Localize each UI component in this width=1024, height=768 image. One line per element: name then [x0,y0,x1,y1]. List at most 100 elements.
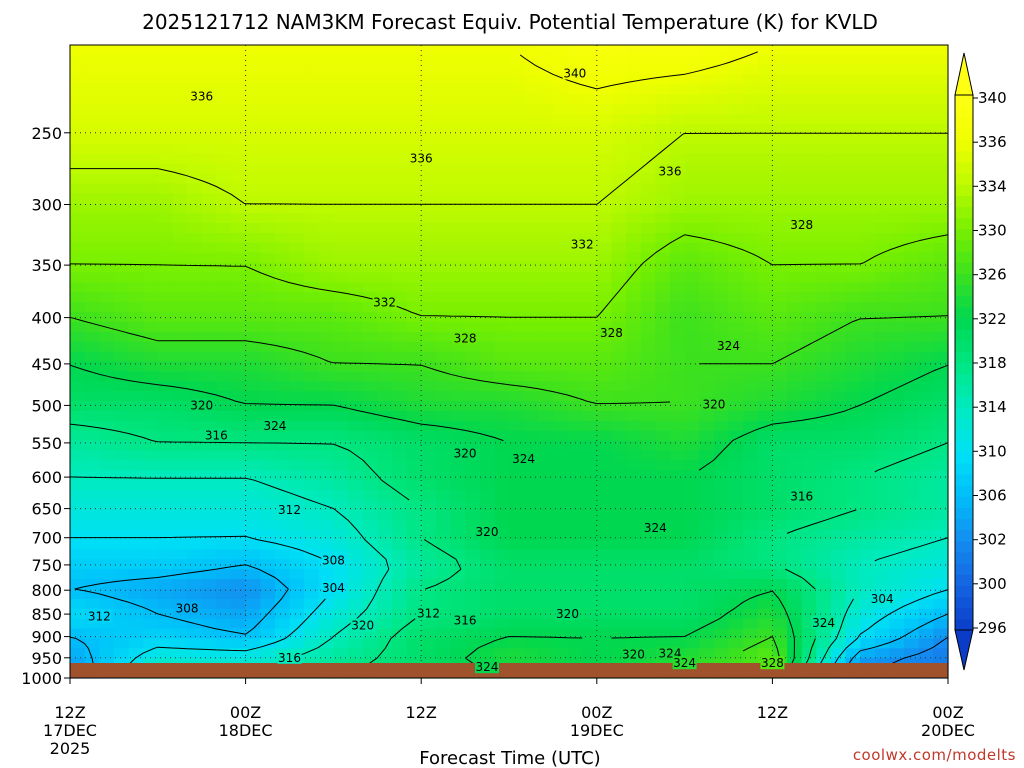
heatmap-cell [84,242,100,254]
heatmap-cell [552,193,569,204]
heatmap-cell [377,579,393,590]
heatmap-cell [274,371,291,382]
heatmap-cell [172,341,188,353]
heatmap-cell [538,213,554,224]
heatmap-cell [845,292,861,303]
heatmap-cell [743,252,759,264]
heatmap-cell [538,430,554,442]
heatmap-cell [874,272,891,283]
heatmap-cell [801,45,817,56]
heatmap-cell [333,460,349,471]
heatmap-cell [640,183,656,194]
heatmap-cell [626,173,642,185]
contour-label: 320 [556,607,579,621]
heatmap-cell [435,203,452,214]
heatmap-cell [157,470,174,481]
heatmap-cell [274,549,291,560]
heatmap-cell [538,499,554,511]
colorbar-segment [955,217,973,230]
heatmap-cell [801,242,817,254]
heatmap-cell [626,529,642,541]
heatmap-cell [245,401,261,412]
heatmap-cell [113,450,130,462]
heatmap-cell [860,638,876,649]
heatmap-cell [479,292,495,303]
heatmap-cell [772,94,788,105]
heatmap-cell [245,203,261,214]
heatmap-cell [787,272,803,283]
heatmap-cell [552,401,569,412]
colorbar-segment [955,206,973,219]
heatmap-cell [669,391,686,402]
heatmap-cell [274,193,291,204]
heatmap-cell [626,153,642,165]
heatmap-cell [216,598,232,610]
heatmap-cell [479,242,495,254]
colorbar-segment [955,195,973,208]
heatmap-cell [274,153,291,165]
heatmap-cell [84,312,100,323]
heatmap-cell [743,114,759,125]
heatmap-cell [523,124,539,135]
heatmap-cell [669,420,686,432]
heatmap-cell [582,54,598,66]
heatmap-cell [787,450,803,462]
heatmap-cell [845,203,861,214]
heatmap-cell [157,490,174,501]
heatmap-cell [655,183,671,194]
heatmap-cell [201,321,217,333]
heatmap-cell [333,74,349,86]
heatmap-cell [713,173,730,185]
heatmap-cell [245,608,261,620]
heatmap-cell [816,391,832,402]
heatmap-cell [289,440,305,452]
heatmap-cell [845,74,861,86]
heatmap-cell [713,213,730,224]
heatmap-cell [801,64,817,76]
heatmap-cell [918,64,934,76]
heatmap-cell [816,519,832,531]
heatmap-cell [187,499,203,511]
contour-label-bg [409,151,434,165]
heatmap-cell [845,242,861,254]
heatmap-cell [494,341,510,353]
heatmap-cell [450,74,466,86]
heatmap-cell [772,134,788,145]
heatmap-cell [260,54,276,66]
heatmap-cell [435,213,452,224]
heatmap-cell [728,312,744,323]
heatmap-cell [743,579,759,590]
heatmap-cell [406,341,422,353]
heatmap-cell [523,638,539,649]
heatmap-cell [494,638,510,649]
heatmap-cell [157,74,174,86]
heatmap-cell [626,351,642,363]
heatmap-cell [582,341,598,353]
heatmap-cell [128,74,144,86]
heatmap-cell [348,460,364,471]
heatmap-cell [304,193,320,204]
heatmap-cell [626,302,642,313]
heatmap-cell [538,579,554,590]
heatmap-cell [172,499,188,511]
heatmap-cell [421,183,437,194]
heatmap-cell [245,104,261,115]
heatmap-cell [538,74,554,86]
heatmap-cell [274,401,291,412]
heatmap-cell [728,410,744,422]
heatmap-cell [816,499,832,511]
heatmap-cell [348,470,364,481]
heatmap-cell [904,321,920,333]
heatmap-cell [187,114,203,125]
heatmap-cell [216,628,232,640]
heatmap-cell [596,559,613,570]
heatmap-cell [318,608,334,620]
heatmap-cell [362,588,378,600]
heatmap-cell [245,45,261,56]
y-axis-ticks: 2503003504004505005506006507007508008509… [21,124,70,688]
heatmap-cell [713,114,730,125]
colorbar-segment [955,251,973,263]
heatmap-cell [260,203,276,214]
heatmap-cell [479,114,495,125]
colorbar-label: 306 [978,487,1007,505]
